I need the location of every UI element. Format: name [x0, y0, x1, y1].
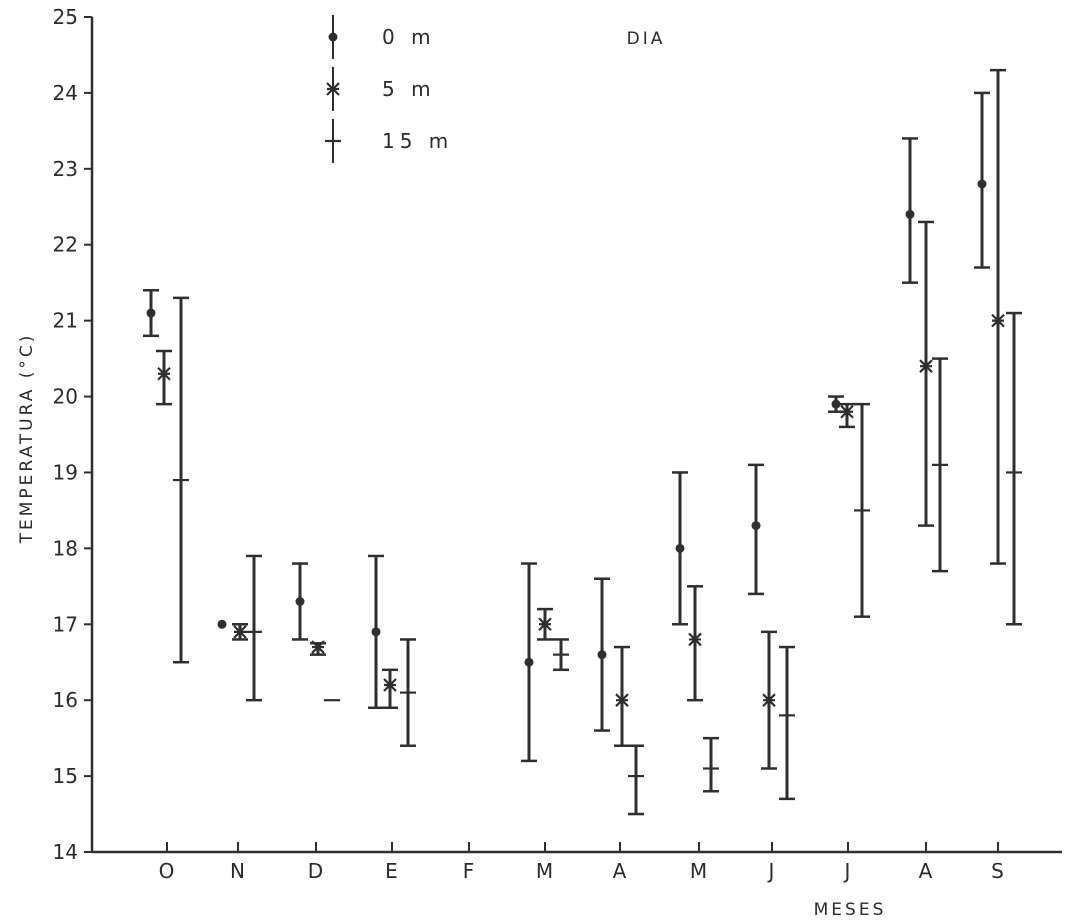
- y-tick-label: 25: [53, 5, 78, 29]
- x-tick-label: J: [843, 859, 852, 883]
- y-tick-label: 17: [53, 612, 78, 636]
- axes: [90, 17, 1062, 854]
- x-tick-label: M: [690, 859, 708, 883]
- y-tick-label: 20: [53, 385, 78, 409]
- y-tick-label: 21: [53, 309, 78, 333]
- marker-asterisk: [762, 693, 776, 707]
- marker-asterisk: [538, 617, 552, 632]
- y-ticks: 14 15 16 17 18 19 20 21 22 23 24 25: [53, 5, 92, 864]
- x-tick-label: J: [767, 859, 776, 883]
- legend: 0 m 5 m 15 m: [325, 15, 453, 163]
- y-tick-label: 24: [53, 81, 78, 105]
- marker-dot: [295, 597, 305, 606]
- marker-asterisk: [991, 313, 1005, 328]
- marker-dot: [675, 543, 685, 553]
- legend-label: 0 m: [382, 25, 436, 49]
- x-axis-title: MESES: [814, 900, 887, 920]
- x-tick-label: E: [385, 859, 399, 883]
- series-15m: [173, 296, 1022, 816]
- marker-dot: [328, 32, 338, 42]
- x-tick-label: A: [919, 859, 934, 883]
- x-tick-label: A: [613, 859, 628, 883]
- legend-item: 5 m: [326, 67, 436, 111]
- y-tick-label: 16: [53, 688, 78, 712]
- legend-label: 15 m: [382, 129, 453, 153]
- marker-asterisk: [383, 678, 397, 692]
- marker-dot: [371, 627, 381, 637]
- y-tick-label: 18: [53, 536, 78, 560]
- legend-item: 0 m: [328, 15, 436, 59]
- marker-asterisk: [326, 82, 340, 96]
- x-tick-label: S: [991, 859, 1005, 883]
- series-5m: [156, 68, 1006, 770]
- chart-title: DIA: [627, 29, 666, 49]
- marker-dot: [977, 179, 987, 189]
- x-tick-label: F: [463, 859, 476, 883]
- x-tick-label: N: [230, 859, 246, 883]
- y-tick-label: 23: [53, 157, 78, 181]
- y-tick-label: 19: [53, 460, 78, 484]
- marker-asterisk: [688, 632, 702, 647]
- x-tick-label: M: [536, 859, 554, 883]
- marker-asterisk: [157, 366, 171, 381]
- marker-asterisk: [840, 404, 854, 419]
- marker-asterisk: [919, 359, 933, 373]
- legend-item: 15 m: [325, 119, 453, 163]
- marker-dot: [146, 308, 156, 318]
- x-tick-label: O: [159, 859, 176, 883]
- marker-dot: [905, 209, 915, 219]
- marker-asterisk: [311, 640, 325, 654]
- marker-dot: [524, 657, 534, 667]
- marker-dot: [217, 619, 227, 629]
- marker-dot: [751, 521, 761, 531]
- y-tick-label: 14: [53, 840, 78, 864]
- legend-label: 5 m: [382, 77, 436, 101]
- x-tick-label: D: [308, 859, 324, 883]
- series-0m: [143, 91, 990, 763]
- marker-dot: [831, 399, 841, 409]
- marker-dot: [597, 650, 607, 660]
- marker-asterisk: [233, 625, 247, 639]
- y-tick-label: 15: [53, 764, 78, 788]
- y-tick-label: 22: [53, 233, 78, 257]
- y-axis-title: TEMPERATURA (°C): [17, 333, 37, 545]
- data-marks: [143, 68, 1022, 816]
- marker-asterisk: [615, 693, 629, 707]
